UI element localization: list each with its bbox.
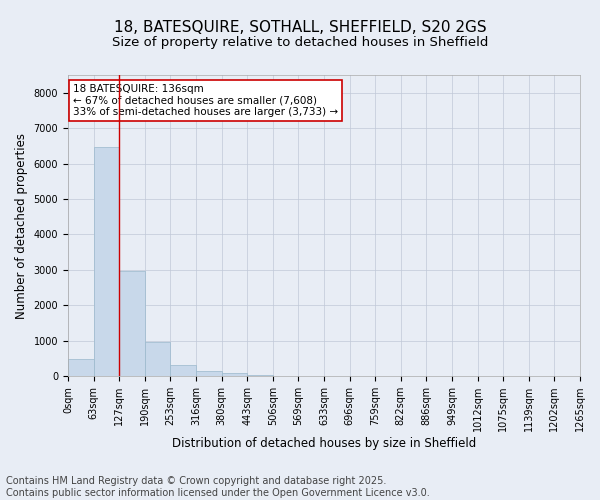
Bar — [196, 370, 221, 376]
Bar — [94, 146, 119, 376]
Bar — [247, 375, 273, 376]
Y-axis label: Number of detached properties: Number of detached properties — [15, 132, 28, 318]
Text: 18 BATESQUIRE: 136sqm
← 67% of detached houses are smaller (7,608)
33% of semi-d: 18 BATESQUIRE: 136sqm ← 67% of detached … — [73, 84, 338, 117]
Bar — [145, 342, 170, 376]
Text: Size of property relative to detached houses in Sheffield: Size of property relative to detached ho… — [112, 36, 488, 49]
Text: 18, BATESQUIRE, SOTHALL, SHEFFIELD, S20 2GS: 18, BATESQUIRE, SOTHALL, SHEFFIELD, S20 … — [113, 20, 487, 35]
Bar — [119, 272, 145, 376]
Text: Contains HM Land Registry data © Crown copyright and database right 2025.
Contai: Contains HM Land Registry data © Crown c… — [6, 476, 430, 498]
Bar — [68, 358, 94, 376]
Bar — [221, 373, 247, 376]
X-axis label: Distribution of detached houses by size in Sheffield: Distribution of detached houses by size … — [172, 437, 476, 450]
Bar — [170, 364, 196, 376]
